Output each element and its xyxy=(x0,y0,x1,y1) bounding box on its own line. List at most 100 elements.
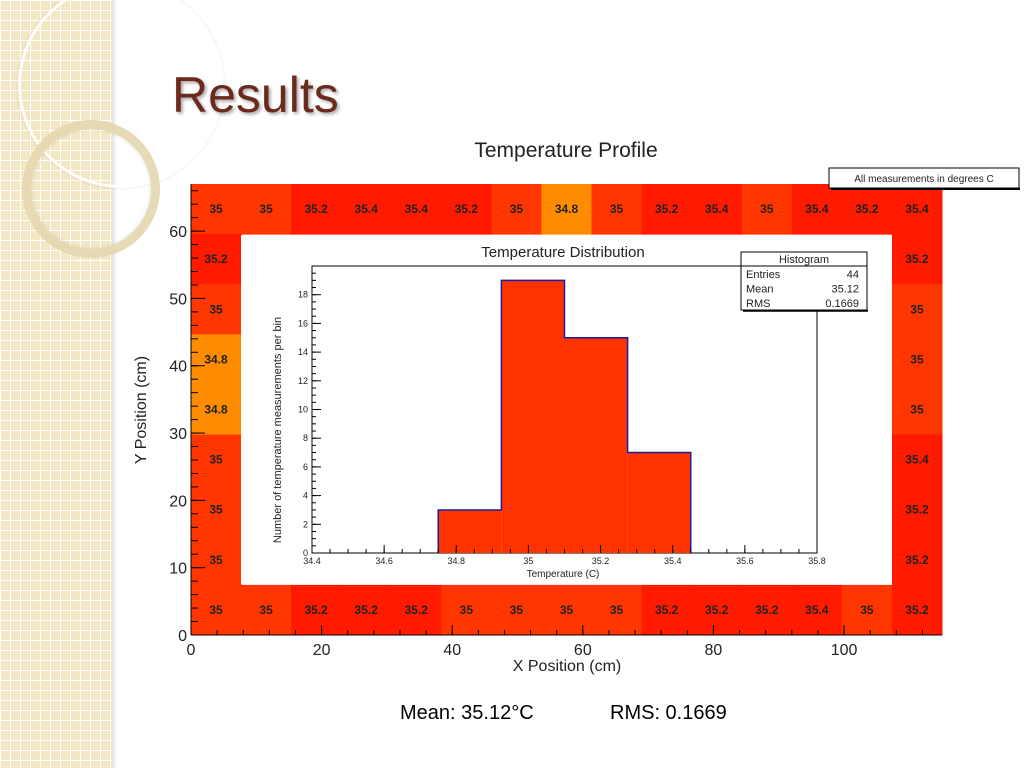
heatmap-cell-top-2-label: 35.2 xyxy=(304,202,328,216)
heatmap-cell-right-6 xyxy=(891,534,943,586)
heatmap-cell-bottom-5 xyxy=(441,584,492,636)
heatmap-y-tick-label-3: 30 xyxy=(169,426,187,443)
heatmap-cell-left-2 xyxy=(191,334,242,385)
heatmap-cell-top-12 xyxy=(791,184,843,235)
heatmap-cell-bottom-0-label: 35 xyxy=(209,603,223,617)
heatmap-cell-bottom-8-label: 35 xyxy=(610,603,624,617)
histogram-bar-2 xyxy=(564,337,628,553)
heatmap-x-tick-label-2: 40 xyxy=(443,642,461,659)
stats-box-title: Histogram xyxy=(779,254,829,266)
heatmap-cell-top-5-label: 35.2 xyxy=(455,202,479,216)
heatmap-cell-bottom-9-label: 35.2 xyxy=(655,603,679,617)
heatmap-cell-left-1 xyxy=(191,284,242,335)
histogram-y-tick-label-6: 12 xyxy=(298,376,308,386)
heatmap-cell-top-1 xyxy=(241,184,292,235)
heatmap-cell-left-6-label: 35 xyxy=(209,553,223,567)
histogram-y-tick-label-5: 10 xyxy=(298,405,308,415)
heatmap-cell-bottom-13-label: 35 xyxy=(860,603,874,617)
histogram-y-tick-label-3: 6 xyxy=(303,462,308,472)
heatmap-cell-top-7 xyxy=(541,184,593,235)
heatmap-cell-left-3 xyxy=(191,384,242,436)
heatmap-cell-right-6-label: 35.2 xyxy=(905,553,929,567)
heatmap-cell-right-1-label: 35 xyxy=(910,302,924,316)
histogram-x-tick-label-6: 35.6 xyxy=(736,556,754,566)
heatmap-cell-bottom-6-label: 35 xyxy=(510,603,524,617)
heatmap-cell-left-4-label: 35 xyxy=(209,453,223,467)
heatmap-cell-left-6 xyxy=(191,534,242,586)
heatmap-note-text: All measurements in degrees C xyxy=(854,174,994,185)
heatmap-cell-top-4-label: 35.4 xyxy=(405,202,429,216)
heatmap-cell-top-8-label: 35 xyxy=(610,202,624,216)
mean-summary: Mean: 35.12°C xyxy=(400,702,534,724)
heatmap-cell-bottom-11 xyxy=(741,584,793,636)
heatmap-cell-top-10-label: 35.4 xyxy=(705,202,729,216)
heatmap-cell-bottom-5-label: 35 xyxy=(460,603,474,617)
heatmap-cell-left-0-label: 35.2 xyxy=(204,252,228,266)
heatmap-cell-bottom-4-label: 35.2 xyxy=(405,603,429,617)
heatmap-cell-bottom-7-label: 35 xyxy=(560,603,574,617)
heatmap-cell-bottom-14-label: 35.2 xyxy=(905,603,929,617)
heatmap-cell-top-6 xyxy=(491,184,542,235)
heatmap-x-tick-label-3: 60 xyxy=(574,642,592,659)
heatmap-x-tick-label-1: 20 xyxy=(313,642,331,659)
histogram-outline xyxy=(437,279,692,553)
heatmap-cell-bottom-10-label: 35.2 xyxy=(705,603,729,617)
heatmap-cell-right-5 xyxy=(891,484,943,536)
stats-row-label-2: RMS xyxy=(746,298,770,310)
heatmap-y-tick-label-4: 40 xyxy=(169,359,187,376)
heatmap-cell-top-0-label: 35 xyxy=(209,202,223,216)
heatmap-cell-bottom-7 xyxy=(541,584,593,636)
histogram-x-axis-label: Temperature (C) xyxy=(527,569,600,580)
heatmap-cell-top-13 xyxy=(841,184,893,235)
heatmap-y-axis-label: Y Position (cm) xyxy=(133,356,150,464)
histogram-y-tick-label-0: 0 xyxy=(303,548,308,558)
heatmap-x-tick-label-5: 100 xyxy=(831,642,858,659)
histogram-x-tick-label-1: 34.6 xyxy=(375,556,393,566)
heatmap-cell-bottom-2 xyxy=(291,584,342,636)
histogram-y-tick-label-8: 16 xyxy=(298,318,308,328)
histogram-bar-0 xyxy=(438,509,502,553)
side-strip-shadow xyxy=(112,0,117,768)
heatmap-cell-top-8 xyxy=(591,184,643,235)
heatmap-cell-top-7-label: 34.8 xyxy=(555,202,579,216)
heatmap-cell-right-2-label: 35 xyxy=(910,352,924,366)
heatmap-cell-top-3-label: 35.4 xyxy=(355,202,379,216)
heatmap-cell-right-2 xyxy=(891,334,943,385)
heatmap-cell-bottom-1-label: 35 xyxy=(259,603,273,617)
heatmap-cell-left-5-label: 35 xyxy=(209,503,223,517)
heatmap-cell-bottom-13 xyxy=(841,584,893,636)
heatmap-cell-top-3 xyxy=(341,184,392,235)
heatmap-cell-bottom-8 xyxy=(591,584,643,636)
histogram-x-tick-label-3: 35 xyxy=(523,556,533,566)
heatmap-cell-left-3-label: 34.8 xyxy=(204,403,228,417)
heatmap-cell-bottom-12-label: 35.4 xyxy=(805,603,829,617)
histogram-x-tick-label-0: 34.4 xyxy=(303,556,321,566)
histogram-x-tick-label-5: 35.4 xyxy=(664,556,682,566)
histogram-y-tick-label-7: 14 xyxy=(298,347,308,357)
heatmap-cell-top-6-label: 35 xyxy=(510,202,524,216)
heatmap-cell-right-1 xyxy=(891,284,943,335)
stats-box xyxy=(740,251,868,311)
heatmap-cell-top-11 xyxy=(741,184,793,235)
heatmap-cell-bottom-1 xyxy=(241,584,292,636)
heatmap-cell-bottom-2-label: 35.2 xyxy=(304,603,328,617)
heatmap-cell-bottom-4 xyxy=(391,584,442,636)
histogram-layer: 34.4 34.6 34.8 35 35.2 35.4 35.6 35.8 0 2 4 6 8 10 12 1… xyxy=(241,236,891,584)
heatmap-cell-top-5 xyxy=(441,184,492,235)
heatmap-y-tick-label-2: 20 xyxy=(169,493,187,510)
heatmap-y-tick-label-5: 50 xyxy=(169,291,187,308)
histogram-x-tick-label-7: 35.8 xyxy=(808,556,826,566)
heatmap-cell-left-5 xyxy=(191,484,242,536)
histogram-bar-1 xyxy=(501,280,565,553)
stats-row-value-1: 35.12 xyxy=(831,284,859,296)
heatmap-y-tick-label-0: 0 xyxy=(178,628,187,645)
heatmap-cell-top-10 xyxy=(691,184,743,235)
stats-row-value-2: 0.1669 xyxy=(825,298,859,310)
heatmap-cell-bottom-3 xyxy=(341,584,392,636)
heatmap-x-tick-label-0: 0 xyxy=(187,642,196,659)
histogram-y-tick-label-2: 4 xyxy=(303,491,308,501)
stats-row-label-0: Entries xyxy=(746,269,781,281)
heatmap-layer: 35 35 35.2 35.4 35.4 35.2 35 34.8 35 35.2 35.4 35 35… xyxy=(133,139,1020,675)
histogram-bar-3 xyxy=(627,452,691,553)
histogram-x-tick-label-2: 34.8 xyxy=(448,556,466,566)
